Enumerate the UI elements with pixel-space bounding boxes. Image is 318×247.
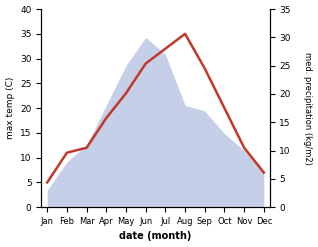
X-axis label: date (month): date (month) bbox=[119, 231, 192, 242]
Y-axis label: max temp (C): max temp (C) bbox=[5, 77, 15, 139]
Y-axis label: med. precipitation (kg/m2): med. precipitation (kg/m2) bbox=[303, 52, 313, 165]
